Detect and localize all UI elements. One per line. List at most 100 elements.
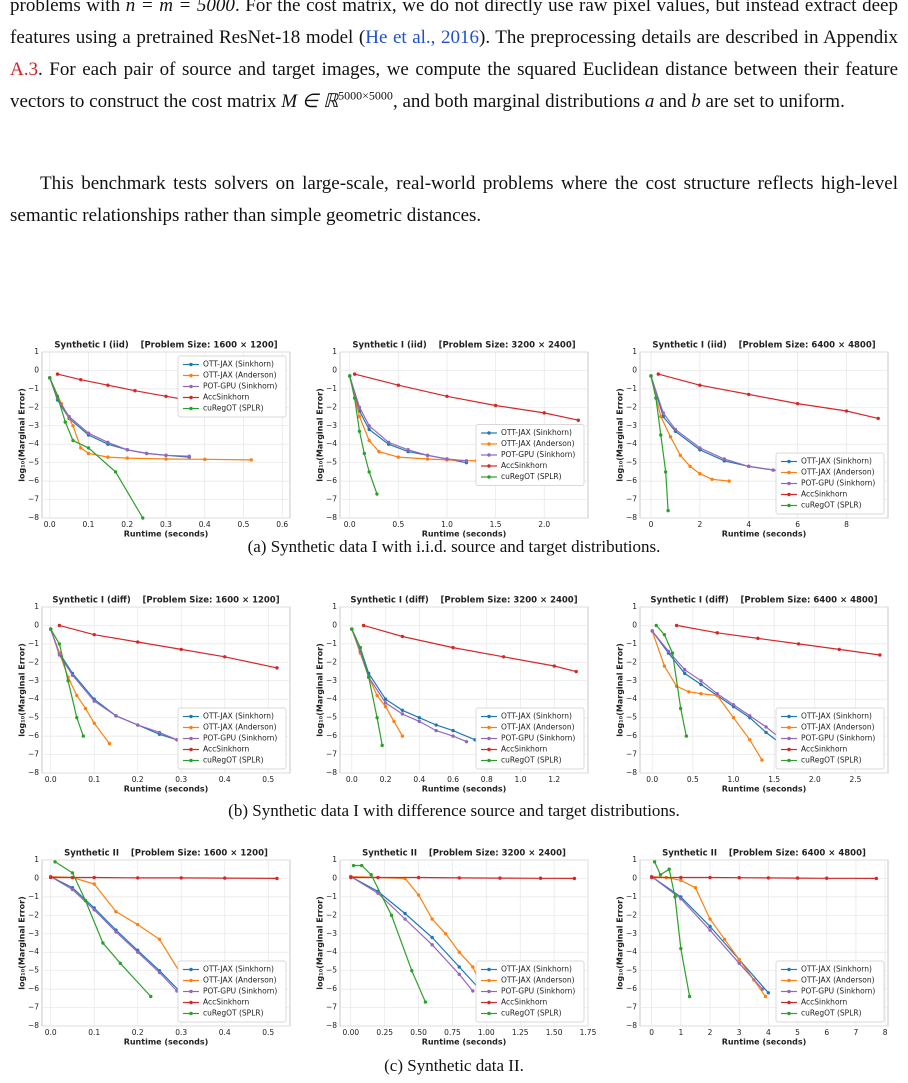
point bbox=[417, 719, 421, 724]
point bbox=[106, 440, 110, 445]
x-axis-label: Runtime (seconds) bbox=[124, 785, 209, 794]
y-tick-label: 1 bbox=[632, 347, 637, 356]
point bbox=[763, 994, 768, 999]
series-line bbox=[50, 628, 178, 741]
point bbox=[673, 427, 678, 432]
legend-label: AccSinkhorn bbox=[501, 745, 547, 754]
legend-label: POT-GPU (Sinkhorn) bbox=[801, 987, 875, 996]
legend-label: cuRegOT (SPLR) bbox=[501, 756, 562, 765]
x-tick-label: 0.2 bbox=[121, 520, 133, 529]
point bbox=[164, 453, 168, 457]
legend-label: cuRegOT (SPLR) bbox=[203, 404, 264, 413]
text: problems with bbox=[10, 0, 126, 16]
legend-label: AccSinkhorn bbox=[203, 393, 249, 402]
point bbox=[715, 691, 719, 696]
point bbox=[164, 394, 168, 398]
point bbox=[688, 464, 692, 469]
point bbox=[125, 456, 129, 460]
y-tick-label: 1 bbox=[34, 347, 39, 356]
point bbox=[464, 739, 469, 744]
legend-marker bbox=[487, 1000, 491, 1005]
legend-label: cuRegOT (SPLR) bbox=[501, 1009, 562, 1018]
x-tick-label: 7 bbox=[854, 1028, 859, 1037]
point bbox=[249, 458, 253, 462]
x-axis-label: Runtime (seconds) bbox=[124, 530, 209, 539]
x-tick-label: 5 bbox=[795, 1028, 800, 1037]
y-tick-label: 1 bbox=[332, 602, 337, 611]
point bbox=[417, 715, 421, 720]
legend-box bbox=[475, 960, 585, 1023]
legend-label: OTT-JAX (Anderson) bbox=[801, 468, 875, 477]
y-tick-label: 1 bbox=[332, 347, 337, 356]
y-axis-label: log₁₀(Marginal Error) bbox=[18, 643, 27, 736]
legend-marker bbox=[487, 453, 491, 457]
x-tick-label: 0.4 bbox=[219, 775, 231, 784]
point bbox=[86, 431, 91, 435]
legend-label: AccSinkhorn bbox=[203, 998, 249, 1007]
x-tick-label: 1.25 bbox=[512, 1028, 529, 1037]
y-tick-label: −1 bbox=[28, 892, 39, 901]
point bbox=[708, 924, 712, 929]
y-tick-label: −3 bbox=[326, 676, 337, 685]
x-tick-label: 6 bbox=[824, 1028, 829, 1037]
point bbox=[698, 383, 702, 387]
y-tick-label: −8 bbox=[28, 768, 39, 777]
point bbox=[649, 875, 654, 880]
point bbox=[430, 943, 434, 947]
y-tick-label: −5 bbox=[28, 966, 39, 975]
y-tick-label: 0 bbox=[34, 365, 39, 374]
point bbox=[650, 629, 654, 633]
legend-marker bbox=[189, 747, 193, 752]
x-tick-label: 1.50 bbox=[546, 1028, 563, 1037]
point bbox=[71, 424, 75, 428]
legend-label: AccSinkhorn bbox=[801, 745, 847, 754]
point bbox=[383, 701, 388, 705]
legend-marker bbox=[189, 989, 193, 994]
point bbox=[731, 715, 736, 720]
y-tick-label: −3 bbox=[326, 929, 337, 938]
point bbox=[57, 623, 62, 628]
point bbox=[55, 372, 60, 376]
point bbox=[352, 372, 357, 376]
appendix-link[interactable]: A.3 bbox=[10, 59, 38, 80]
point bbox=[366, 675, 371, 679]
x-tick-label: 0.1 bbox=[88, 775, 100, 784]
chart-title: Synthetic II [Problem Size: 1600 × 1200] bbox=[64, 849, 268, 859]
x-tick-label: 0.5 bbox=[238, 520, 250, 529]
y-tick-label: −1 bbox=[28, 639, 39, 648]
point bbox=[48, 376, 52, 380]
point bbox=[538, 876, 543, 880]
point bbox=[114, 909, 118, 914]
point bbox=[79, 446, 83, 450]
citation[interactable]: He et al., 2016 bbox=[365, 27, 479, 48]
point bbox=[107, 741, 112, 746]
text: . For the cost matrix, we do not directl… bbox=[10, 0, 898, 48]
y-tick-label: −2 bbox=[626, 910, 637, 919]
point bbox=[57, 642, 62, 646]
y-tick-label: −3 bbox=[326, 421, 337, 430]
y-tick-label: −8 bbox=[28, 1021, 39, 1030]
point bbox=[766, 876, 771, 880]
x-tick-label: 0.3 bbox=[175, 1028, 187, 1037]
point bbox=[83, 898, 88, 903]
x-tick-label: 0.50 bbox=[410, 1028, 427, 1037]
point bbox=[795, 876, 800, 880]
point bbox=[760, 987, 765, 991]
point bbox=[710, 477, 714, 481]
y-tick-label: −1 bbox=[326, 384, 337, 393]
legend-marker bbox=[787, 967, 791, 972]
point bbox=[766, 991, 771, 995]
point bbox=[203, 457, 207, 462]
text: ). The preprocessing details are describ… bbox=[479, 27, 899, 48]
legend-label: OTT-JAX (Sinkhorn) bbox=[801, 965, 872, 974]
legend-label: POT-GPU (Sinkhorn) bbox=[801, 734, 875, 743]
point bbox=[722, 937, 727, 942]
x-tick-label: 0.5 bbox=[687, 775, 699, 784]
y-tick-label: 1 bbox=[34, 855, 39, 864]
legend-label: OTT-JAX (Sinkhorn) bbox=[801, 712, 872, 721]
y-tick-label: 1 bbox=[34, 602, 39, 611]
series-line bbox=[650, 375, 730, 482]
legend-marker bbox=[787, 492, 791, 497]
series-line bbox=[49, 377, 252, 461]
x-tick-label: 1.5 bbox=[490, 520, 502, 529]
